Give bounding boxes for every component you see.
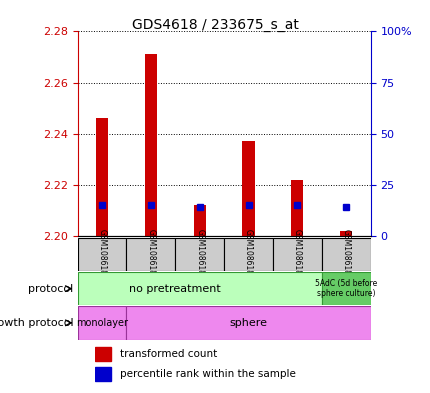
Bar <box>321 272 370 305</box>
Text: GSM1086183: GSM1086183 <box>97 229 106 280</box>
Bar <box>242 141 254 236</box>
Text: protocol: protocol <box>28 284 73 294</box>
Bar <box>321 238 370 271</box>
Text: sphere: sphere <box>229 318 267 328</box>
Bar <box>175 238 224 271</box>
Bar <box>95 347 111 361</box>
Bar <box>77 238 126 271</box>
Text: GSM1086188: GSM1086188 <box>341 229 350 280</box>
Text: monolayer: monolayer <box>76 318 128 328</box>
Bar <box>224 238 272 271</box>
Text: GDS4618 / 233675_s_at: GDS4618 / 233675_s_at <box>132 18 298 32</box>
Bar <box>77 306 126 340</box>
Bar <box>95 118 108 236</box>
Bar <box>291 180 303 236</box>
Bar <box>272 238 321 271</box>
Text: transformed count: transformed count <box>120 349 216 360</box>
Text: no pretreatment: no pretreatment <box>129 284 221 294</box>
Bar <box>144 54 157 236</box>
Text: growth protocol: growth protocol <box>0 318 73 328</box>
Bar <box>95 367 111 381</box>
Text: GSM1086186: GSM1086186 <box>243 229 252 280</box>
Bar <box>77 272 321 305</box>
Bar <box>126 306 370 340</box>
Text: GSM1086185: GSM1086185 <box>195 229 204 280</box>
Bar <box>193 205 206 236</box>
Bar <box>126 238 175 271</box>
Text: GSM1086184: GSM1086184 <box>146 229 155 280</box>
Bar <box>339 231 352 236</box>
Text: GSM1086187: GSM1086187 <box>292 229 301 280</box>
Text: 5AdC (5d before
sphere culture): 5AdC (5d before sphere culture) <box>314 279 377 298</box>
Text: percentile rank within the sample: percentile rank within the sample <box>120 369 295 379</box>
